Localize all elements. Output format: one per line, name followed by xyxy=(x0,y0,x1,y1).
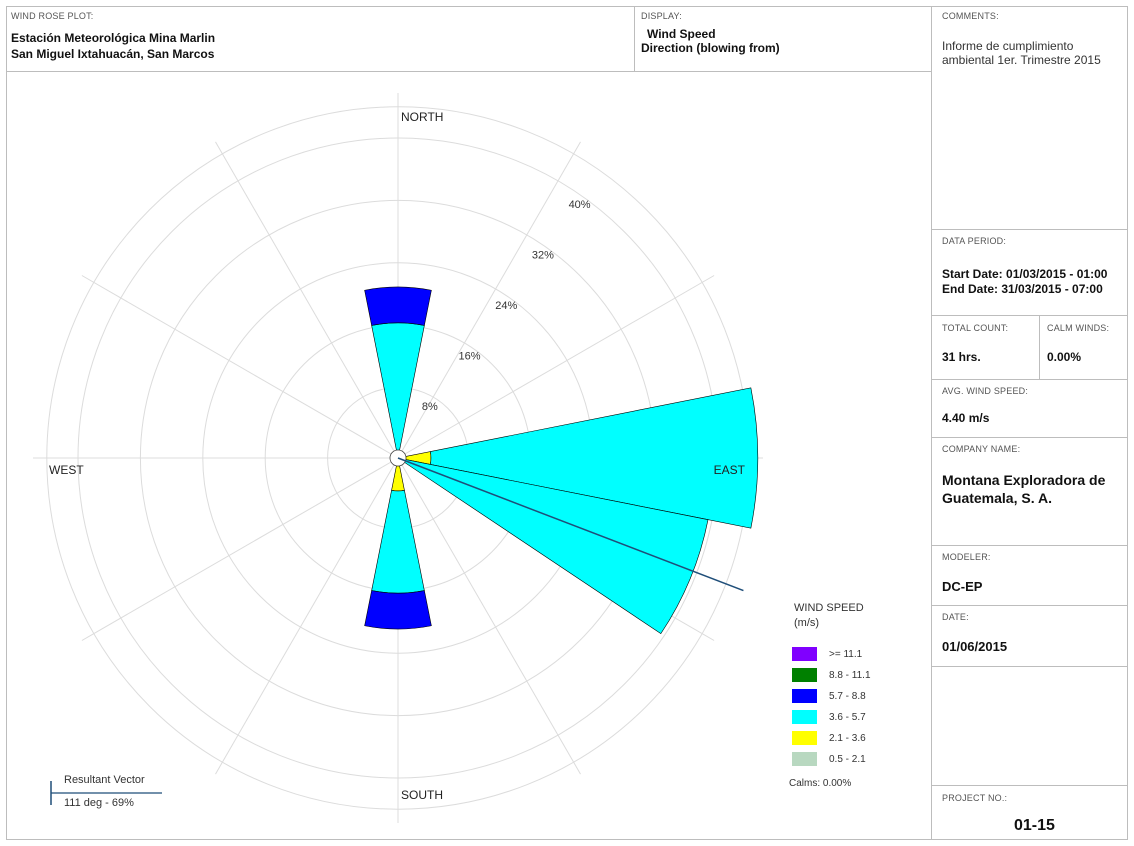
company-line2: Guatemala, S. A. xyxy=(942,490,1052,506)
comments-label: COMMENTS: xyxy=(942,11,999,21)
company-label: COMPANY NAME: xyxy=(942,444,1021,454)
petal-0-1 xyxy=(371,322,425,451)
grid-spoke-300 xyxy=(81,275,399,459)
compass-label-south: SOUTH xyxy=(401,788,443,802)
wind-rose-chart: 8% 16% 24% 32% 40% NORTH EAST SOUTH WEST xyxy=(33,93,763,823)
display-label: DISPLAY: xyxy=(641,11,682,21)
date-label: DATE: xyxy=(942,612,969,622)
legend-swatch xyxy=(792,689,817,703)
legend-label: 3.6 - 5.7 xyxy=(829,711,866,723)
grid-spoke-210 xyxy=(215,457,399,775)
start-date: Start Date: 01/03/2015 - 01:00 xyxy=(942,267,1108,281)
legend-swatch xyxy=(792,752,817,766)
sidebar-sep-3 xyxy=(931,379,1128,380)
legend-swatch xyxy=(792,710,817,724)
grid-spoke-330 xyxy=(215,141,399,459)
modeler-label: MODELER: xyxy=(942,552,991,562)
comments-line2: ambiental 1er. Trimestre 2015 xyxy=(942,53,1101,67)
legend-item: 0.5 - 2.1 xyxy=(792,751,866,767)
project-label: PROJECT NO.: xyxy=(942,793,1008,803)
calm-winds-value: 0.00% xyxy=(1047,350,1082,364)
ring-label-2: 16% xyxy=(459,350,481,362)
ring-label-4: 32% xyxy=(532,249,554,261)
plot-label: WIND ROSE PLOT: xyxy=(11,11,94,21)
legend-item: >= 11.1 xyxy=(792,646,862,662)
station-line1: Estación Meteorológica Mina Marlin xyxy=(11,31,216,45)
avg-speed-value: 4.40 m/s xyxy=(942,411,990,425)
legend-title-line2: (m/s) xyxy=(794,617,820,629)
sidebar-sep-6 xyxy=(931,605,1128,606)
petal-180-2 xyxy=(364,590,432,630)
grid-spoke-240 xyxy=(81,457,399,641)
grid-spoke-60 xyxy=(397,275,715,459)
legend-swatch xyxy=(792,647,817,661)
ring-label-1: 8% xyxy=(422,401,438,413)
avg-speed-label: AVG. WIND SPEED: xyxy=(942,386,1029,396)
end-date: End Date: 31/03/2015 - 07:00 xyxy=(942,282,1103,296)
legend-item: 8.8 - 11.1 xyxy=(792,667,871,683)
display-line1: Wind Speed xyxy=(647,27,716,41)
legend-label: 0.5 - 2.1 xyxy=(829,753,866,765)
total-count-label: TOTAL COUNT: xyxy=(942,323,1009,333)
legend-label: 8.8 - 11.1 xyxy=(829,669,871,681)
legend-label: 2.1 - 3.6 xyxy=(829,732,866,744)
sidebar-sep-7 xyxy=(931,666,1128,667)
station-line2: San Miguel Ixtahuacán, San Marcos xyxy=(11,47,215,61)
sidebar-sep-5 xyxy=(931,545,1128,546)
sidebar-sep-4 xyxy=(931,437,1128,438)
petal-0-2 xyxy=(364,286,432,326)
sidebar-sep-1 xyxy=(931,229,1128,230)
resultant-vector-value: 111 deg - 69% xyxy=(64,797,134,809)
header-divider xyxy=(6,71,931,72)
grid-spoke-150 xyxy=(397,457,581,775)
compass-label-east: EAST xyxy=(714,463,746,477)
comments-line1: Informe de cumplimiento xyxy=(942,39,1074,53)
petal-180-0 xyxy=(391,465,405,492)
legend-label: >= 11.1 xyxy=(829,648,863,660)
compass-label-north: NORTH xyxy=(401,110,443,124)
legend-item: 5.7 - 8.8 xyxy=(792,688,866,704)
legend-item: 3.6 - 5.7 xyxy=(792,709,866,725)
legend-item: 2.1 - 3.6 xyxy=(792,730,866,746)
ring-label-5: 40% xyxy=(569,199,591,211)
modeler-value: DC-EP xyxy=(942,579,983,594)
sidebar-divider xyxy=(931,6,932,840)
petal-90-1 xyxy=(429,387,758,529)
project-value: 01-15 xyxy=(1014,817,1055,834)
sidebar-sep-8 xyxy=(931,785,1128,786)
sidebar-sep-2 xyxy=(931,315,1128,316)
sidebar-sep-count xyxy=(1039,315,1040,379)
date-value: 01/06/2015 xyxy=(942,639,1008,654)
legend-swatch xyxy=(792,731,817,745)
resultant-vector-title: Resultant Vector xyxy=(64,774,145,786)
header-split xyxy=(634,6,635,71)
petal-180-1 xyxy=(371,489,425,594)
plot-frame xyxy=(6,6,1128,840)
calm-winds-label: CALM WINDS: xyxy=(1047,323,1110,333)
legend-label: 5.7 - 8.8 xyxy=(829,690,866,702)
grid-spoke-30 xyxy=(397,141,581,459)
legend-calms: Calms: 0.00% xyxy=(789,778,852,789)
compass-label-west: WEST xyxy=(49,463,84,477)
total-count-value: 31 hrs. xyxy=(942,350,981,364)
display-line2: Direction (blowing from) xyxy=(641,41,780,55)
legend-swatch xyxy=(792,668,817,682)
resultant-vector-icon xyxy=(50,781,162,805)
legend-title-line1: WIND SPEED xyxy=(794,602,864,614)
ring-label-3: 24% xyxy=(495,300,517,312)
resultant-vector-line xyxy=(397,457,744,592)
data-period-label: DATA PERIOD: xyxy=(942,236,1007,246)
company-line1: Montana Exploradora de xyxy=(942,472,1106,488)
